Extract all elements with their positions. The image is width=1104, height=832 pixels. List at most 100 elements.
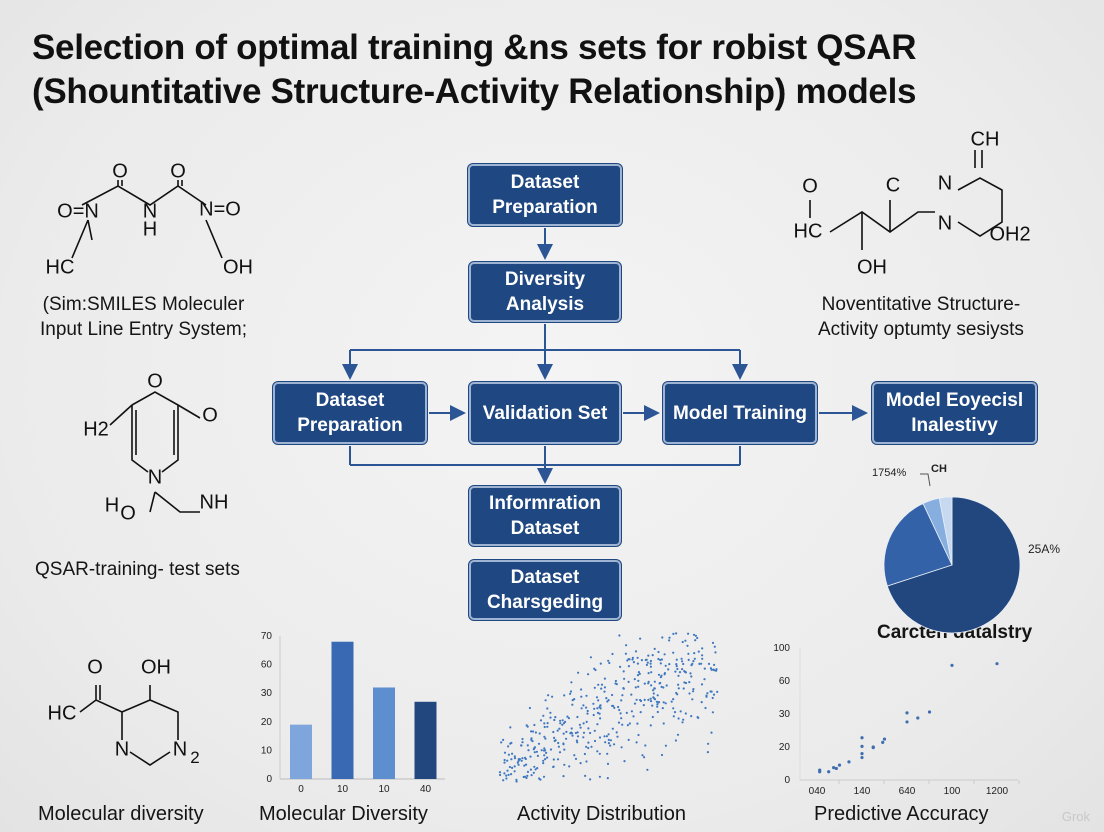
scatter-point bbox=[687, 652, 690, 655]
x-tick-label: 640 bbox=[899, 786, 916, 797]
scatter-point bbox=[684, 681, 688, 685]
scatter-point bbox=[656, 705, 659, 708]
scatter-point bbox=[611, 693, 614, 697]
box-dataset-preparation[interactable]: Dataset Preparation bbox=[273, 382, 427, 444]
scatter-point bbox=[680, 657, 683, 660]
scatter-point bbox=[619, 665, 622, 669]
scatter-point bbox=[584, 774, 587, 778]
scatter-point bbox=[507, 745, 510, 748]
scatter-point bbox=[662, 701, 665, 704]
scatter-point bbox=[576, 741, 579, 744]
scatter-point bbox=[690, 715, 693, 718]
scatter-point bbox=[627, 680, 630, 684]
scatter-point bbox=[696, 716, 699, 719]
box-validation-set[interactable]: Validation Set bbox=[469, 382, 621, 444]
scatter-point bbox=[515, 780, 518, 783]
scatter-point bbox=[564, 720, 567, 724]
scatter-point bbox=[603, 686, 607, 689]
scatter-point bbox=[662, 722, 665, 725]
scatter-point bbox=[707, 742, 710, 745]
scatter-point bbox=[554, 716, 557, 719]
scatter-point bbox=[529, 768, 533, 771]
scatter-point bbox=[593, 739, 597, 743]
bar bbox=[373, 687, 395, 779]
scatter-point bbox=[571, 734, 574, 737]
scatter-point bbox=[534, 731, 538, 734]
scatter-point bbox=[520, 759, 523, 762]
scatter-point bbox=[607, 738, 610, 742]
box-information-dataset[interactable]: Informration Dataset bbox=[469, 486, 621, 546]
scatter-point bbox=[589, 731, 592, 735]
scatter-point bbox=[540, 749, 543, 752]
scatter-point bbox=[687, 632, 690, 635]
watermark: Grok bbox=[1061, 809, 1090, 824]
scatter-point bbox=[686, 644, 689, 647]
scatter-point bbox=[503, 751, 507, 754]
scatter-point bbox=[505, 777, 508, 780]
scatter-point bbox=[668, 639, 671, 642]
scatter-point bbox=[565, 737, 568, 740]
scatter-point bbox=[659, 658, 662, 662]
scatter-point bbox=[530, 774, 533, 777]
scatter-point bbox=[637, 679, 640, 682]
scatter-point bbox=[627, 738, 630, 742]
scatter-point bbox=[580, 707, 583, 710]
scatter-point bbox=[637, 671, 641, 674]
scatter-point bbox=[674, 739, 678, 742]
scatter-point bbox=[639, 711, 642, 714]
scatter-point bbox=[710, 668, 713, 671]
scatter-point bbox=[659, 662, 662, 665]
scatter-point bbox=[598, 712, 601, 715]
atom-label: H bbox=[142, 218, 158, 241]
scatter-point bbox=[600, 683, 604, 686]
scatter-point bbox=[613, 706, 616, 710]
scatter-point bbox=[574, 731, 578, 735]
scatter-point bbox=[603, 735, 606, 738]
scatter-point bbox=[605, 697, 608, 700]
scatter-point bbox=[593, 667, 596, 670]
scatter-point bbox=[675, 691, 678, 695]
scatter-point bbox=[532, 771, 535, 774]
y-tick-label: 60 bbox=[261, 660, 273, 671]
scatter-point bbox=[656, 703, 659, 706]
scatter-point bbox=[521, 757, 524, 760]
scatter-point bbox=[525, 776, 528, 780]
scatter-point bbox=[589, 778, 592, 781]
scatter-point bbox=[716, 690, 719, 694]
scatter-point bbox=[537, 742, 541, 745]
box-diversity-analysis[interactable]: Diversity Analysis bbox=[469, 262, 621, 322]
scatter-point bbox=[553, 718, 556, 722]
scatter-point bbox=[552, 758, 555, 761]
scatter-point bbox=[510, 758, 513, 761]
scatter-point bbox=[569, 692, 572, 695]
scatter-point bbox=[509, 726, 512, 729]
atom-label: 2 bbox=[190, 748, 200, 767]
atom-label: N bbox=[142, 200, 158, 223]
scatter-point bbox=[641, 754, 644, 757]
scatter-point bbox=[579, 762, 582, 765]
scatter-point bbox=[510, 773, 513, 776]
scatter-point bbox=[563, 763, 566, 766]
scatter-point bbox=[637, 685, 640, 688]
box-dataset-charging[interactable]: Dataset Charsgeding bbox=[469, 560, 621, 620]
scatter-point bbox=[672, 715, 675, 718]
scatter-point bbox=[604, 741, 607, 744]
scatter-point bbox=[712, 693, 716, 696]
scatter-point bbox=[622, 670, 625, 673]
scatter-point bbox=[576, 735, 580, 738]
scatter-point bbox=[603, 690, 606, 693]
box-model-training[interactable]: Model Training bbox=[663, 382, 817, 444]
box-model-evaluation[interactable]: Model Eoyecisl Inalestivy bbox=[872, 382, 1037, 444]
scatter-point bbox=[674, 670, 677, 673]
scatter-point bbox=[533, 751, 536, 754]
scatter-point bbox=[664, 702, 667, 705]
scatter-point bbox=[605, 735, 609, 738]
pie-label: 25A% bbox=[1028, 542, 1060, 556]
box-dataset-preparation-top[interactable]: Dataset Preparation bbox=[468, 164, 622, 226]
scatter-point bbox=[678, 671, 682, 674]
scatter-point bbox=[713, 663, 716, 667]
scatter-point bbox=[561, 723, 564, 726]
bar bbox=[290, 724, 312, 779]
scatter-point bbox=[582, 704, 585, 707]
